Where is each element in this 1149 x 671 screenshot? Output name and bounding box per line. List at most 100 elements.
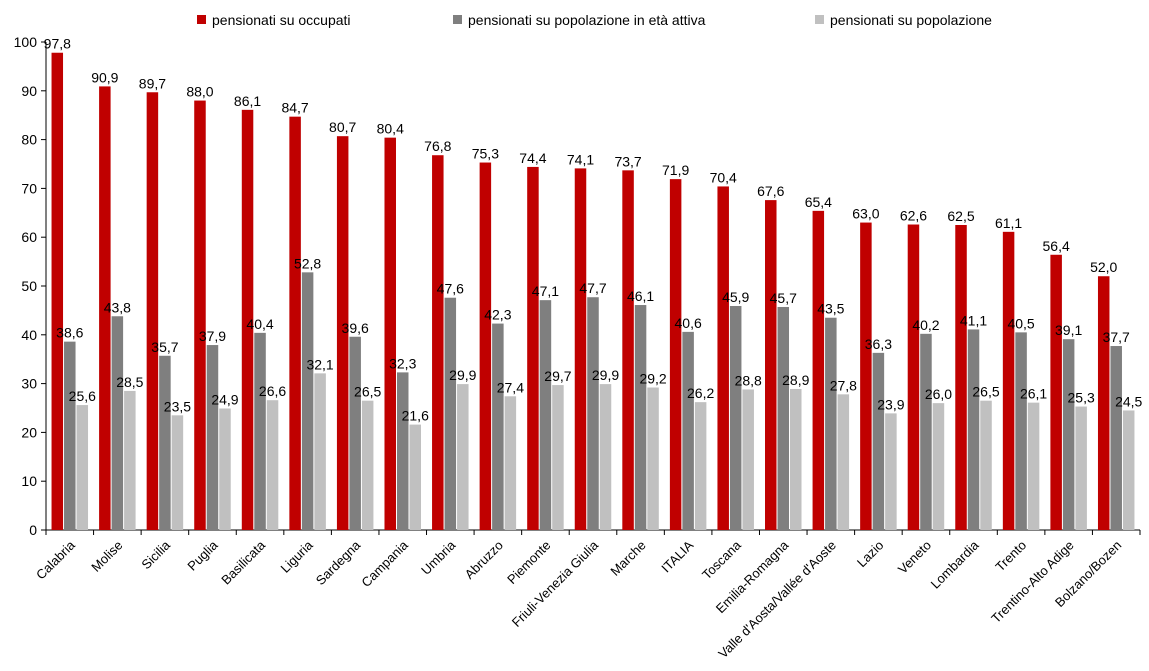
x-tick-label: Toscana: [699, 537, 744, 582]
legend-swatch-series-1: [197, 15, 206, 24]
data-label-series-2: 46,1: [627, 288, 654, 304]
y-tick-label: 70: [21, 180, 37, 196]
data-label-series-1: 89,7: [139, 75, 166, 91]
bar-series-3: [742, 389, 754, 530]
x-tick-label: Sicilia: [138, 537, 173, 572]
y-tick-label: 100: [14, 34, 38, 50]
bar-series-3: [599, 384, 612, 530]
bar-series-3: [980, 400, 992, 530]
data-label-series-1: 76,8: [424, 138, 451, 154]
bar-series-1: [1002, 231, 1015, 530]
data-label-series-1: 56,4: [1043, 238, 1070, 254]
legend-label-series-2: pensionati su popolazione in età attiva: [468, 12, 706, 28]
data-label-series-1: 74,4: [519, 150, 546, 166]
data-label-series-1: 65,4: [805, 194, 832, 210]
legend-swatch-series-3: [815, 15, 824, 24]
data-label-series-3: 29,9: [592, 367, 619, 383]
bar-series-3: [266, 400, 279, 530]
bar-series-1: [955, 225, 967, 530]
data-label-series-3: 29,2: [639, 371, 666, 387]
bar-series-2: [872, 352, 885, 530]
data-label-series-1: 52,0: [1090, 259, 1117, 275]
x-tick-label: Lazio: [854, 538, 887, 571]
y-axis: 0 10 20 30 40 50 60 70 80 90 100: [14, 34, 47, 538]
bar-series-1: [527, 166, 539, 531]
data-label-series-2: 40,6: [675, 315, 702, 331]
legend-item-series-3: pensionati su popolazione: [815, 12, 992, 28]
bar-series-2: [682, 331, 694, 530]
data-label-series-3: 27,4: [497, 379, 524, 395]
y-tick-label: 10: [21, 473, 37, 489]
bar-series-3: [219, 408, 231, 530]
bar-series-1: [146, 92, 159, 530]
bar-series-3: [314, 373, 326, 530]
bar-series-3: [1122, 410, 1135, 530]
bar-series-3: [1027, 402, 1040, 530]
y-tick-label: 0: [29, 522, 37, 538]
bar-series-3: [885, 413, 897, 530]
data-label-series-2: 47,7: [579, 280, 606, 296]
data-label-series-2: 40,2: [912, 317, 939, 333]
bar-series-3: [552, 385, 564, 530]
x-tick-label: Trentino-Alto Adige: [988, 538, 1076, 626]
data-label-series-2: 43,8: [104, 299, 131, 315]
bar-series-1: [717, 186, 729, 530]
chart-legend: pensionati su occupati pensionati su pop…: [0, 12, 1149, 34]
data-label-series-1: 73,7: [614, 153, 641, 169]
data-label-series-2: 38,6: [56, 325, 83, 341]
bar-series-2: [64, 341, 76, 530]
data-label-series-1: 75,3: [472, 146, 499, 162]
bar-series-3: [932, 403, 945, 530]
bar-series-3: [1075, 406, 1087, 530]
x-tick-label: Veneto: [895, 538, 934, 577]
data-label-series-3: 24,5: [1115, 393, 1142, 409]
data-label-series-1: 67,6: [757, 183, 784, 199]
data-label-series-2: 47,1: [532, 283, 559, 299]
x-tick-label: Basilicata: [218, 537, 268, 587]
bar-series-2: [539, 300, 552, 530]
x-tick-label: Lombardia: [928, 537, 983, 592]
data-label-series-1: 80,7: [329, 119, 356, 135]
legend-label-series-1: pensionati su occupati: [212, 12, 351, 28]
data-label-series-3: 28,5: [116, 374, 143, 390]
y-tick-label: 40: [21, 327, 37, 343]
bar-series-1: [289, 116, 301, 530]
bar-series-3: [124, 390, 136, 530]
bar-series-3: [76, 405, 89, 530]
data-label-series-2: 43,5: [817, 301, 844, 317]
data-label-series-1: 80,4: [377, 121, 404, 137]
legend-swatch-series-2: [453, 15, 462, 24]
bar-series-2: [206, 345, 219, 530]
legend-item-series-2: pensionati su popolazione in età attiva: [453, 12, 705, 28]
y-tick-label: 90: [21, 83, 37, 99]
legend-item-series-1: pensionati su occupati: [197, 12, 351, 28]
bar-series-1: [194, 100, 206, 530]
data-label-series-3: 23,9: [877, 396, 904, 412]
data-label-series-2: 52,8: [294, 255, 321, 271]
data-label-series-1: 74,1: [567, 151, 594, 167]
bar-series-2: [967, 329, 980, 530]
bar-series-2: [301, 272, 314, 530]
data-label-series-3: 26,2: [687, 385, 714, 401]
data-label-series-3: 29,7: [544, 368, 571, 384]
bar-series-1: [907, 224, 920, 530]
x-tick-label: Molise: [88, 538, 125, 575]
data-label-series-3: 28,8: [735, 372, 762, 388]
bar-series-2: [587, 297, 599, 530]
data-label-series-2: 37,9: [199, 328, 226, 344]
data-label-series-2: 35,7: [151, 339, 178, 355]
bar-series-3: [409, 424, 421, 530]
data-label-series-1: 88,0: [186, 84, 213, 100]
data-label-series-2: 32,3: [389, 355, 416, 371]
data-label-series-1: 70,4: [710, 169, 737, 185]
bar-series-2: [159, 355, 171, 530]
bar-series-2: [444, 297, 457, 530]
bar-series-2: [920, 333, 932, 530]
bar-series-1: [574, 168, 587, 530]
bar-series-2: [111, 316, 124, 530]
data-label-series-3: 29,9: [449, 367, 476, 383]
data-label-series-2: 40,5: [1007, 315, 1034, 331]
data-label-series-2: 45,9: [722, 289, 749, 305]
bar-series-2: [634, 305, 647, 530]
